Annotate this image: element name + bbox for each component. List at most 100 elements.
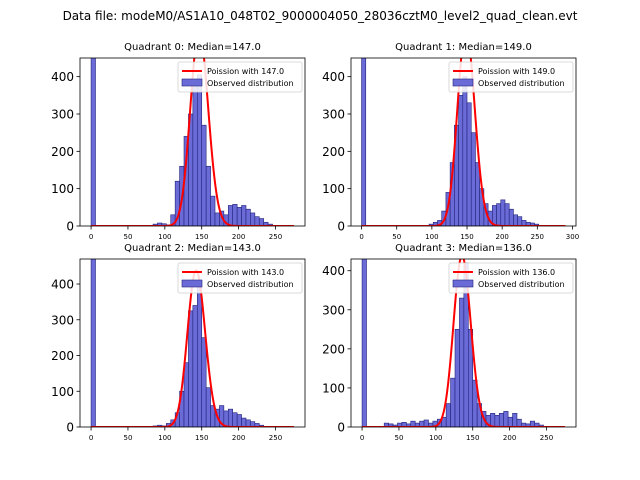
histogram-bar bbox=[454, 329, 460, 427]
y-tick-label: 100 bbox=[51, 182, 74, 196]
x-tick-label: 150 bbox=[466, 434, 479, 442]
histogram-bar bbox=[470, 132, 476, 226]
histogram-bar bbox=[90, 259, 96, 427]
y-tick-label: 0 bbox=[337, 220, 345, 234]
y-tick-label: 400 bbox=[322, 70, 345, 84]
histogram-bar bbox=[508, 208, 514, 226]
bars-group bbox=[361, 259, 544, 427]
histogram-bar bbox=[496, 203, 502, 226]
histogram-bar bbox=[227, 205, 234, 226]
panel-title: Quadrant 0: Median=147.0 bbox=[124, 42, 261, 53]
histogram-bar bbox=[192, 305, 198, 427]
legend-poisson-label: Poission with 149.0 bbox=[478, 67, 555, 76]
y-tick-label: 400 bbox=[322, 264, 345, 278]
y-tick-label: 100 bbox=[322, 381, 345, 395]
y-tick-label: 200 bbox=[51, 145, 74, 159]
legend-box bbox=[448, 61, 574, 93]
histogram-bar bbox=[250, 212, 256, 226]
legend-box bbox=[448, 262, 574, 294]
histogram-bar bbox=[192, 80, 198, 226]
histogram-bar bbox=[512, 413, 518, 427]
x-tick-label: 50 bbox=[123, 434, 132, 442]
histogram-bar bbox=[503, 411, 509, 427]
histogram-bar bbox=[490, 413, 496, 427]
histogram-bar bbox=[210, 195, 216, 226]
legend-bar-swatch bbox=[452, 279, 474, 288]
y-tick-label: 400 bbox=[51, 278, 74, 292]
axes-frame bbox=[79, 57, 306, 227]
x-tick-label: 0 bbox=[359, 233, 363, 241]
histogram-bar bbox=[423, 419, 429, 427]
quadrant-panel-0: Quadrant 0: Median=147.0 0 50 100 150 200 250 0… bbox=[51, 42, 306, 241]
legend-box bbox=[177, 262, 303, 294]
y-tick-label: 200 bbox=[322, 342, 345, 356]
histogram-bar bbox=[513, 214, 518, 226]
figure-title: Data file: modeM0/AS1A10_048T02_90000040… bbox=[63, 9, 578, 23]
x-tick-label: 200 bbox=[503, 434, 516, 442]
panel-title: Quadrant 3: Median=136.0 bbox=[395, 243, 532, 254]
histogram-bar bbox=[500, 199, 506, 226]
histogram-bar bbox=[245, 419, 251, 427]
histogram-bar bbox=[196, 287, 203, 427]
axes-frame bbox=[350, 258, 577, 428]
histogram-bar bbox=[201, 124, 207, 226]
bars-group bbox=[90, 259, 264, 427]
histogram-bar bbox=[475, 162, 480, 226]
x-tick-label: 100 bbox=[429, 434, 442, 442]
y-tick-label: 300 bbox=[322, 108, 345, 122]
x-tick-label: 50 bbox=[392, 233, 401, 241]
y-tick-label: 300 bbox=[51, 313, 74, 327]
x-tick-label: 250 bbox=[540, 434, 553, 442]
y-tick-label: 300 bbox=[322, 303, 345, 317]
x-tick-label: 50 bbox=[123, 233, 132, 241]
x-tick-label: 150 bbox=[195, 434, 208, 442]
histogram-bar bbox=[258, 218, 264, 226]
legend-poisson-label: Poission with 143.0 bbox=[207, 268, 284, 277]
x-tick-label: 0 bbox=[89, 434, 93, 442]
x-tick-label: 250 bbox=[531, 233, 544, 241]
histogram-bar bbox=[241, 205, 247, 226]
histogram-bar bbox=[462, 76, 468, 226]
histogram-bar bbox=[361, 259, 367, 427]
histogram-bar bbox=[516, 418, 522, 427]
histogram-bar bbox=[459, 297, 465, 427]
y-tick-label: 0 bbox=[337, 421, 345, 435]
x-tick-label: 50 bbox=[394, 434, 403, 442]
legend-bar-swatch bbox=[181, 279, 203, 288]
histogram-bar bbox=[361, 58, 367, 226]
axes-frame bbox=[350, 57, 577, 227]
x-tick-label: 150 bbox=[195, 233, 208, 241]
histogram-bar bbox=[504, 203, 510, 226]
quadrant-panel-2: Quadrant 2: Median=143.0 0 50 100 150 200 250 0… bbox=[51, 243, 306, 442]
legend-bar-swatch bbox=[452, 78, 474, 87]
histogram-bar bbox=[241, 417, 247, 427]
x-tick-label: 0 bbox=[89, 233, 93, 241]
x-tick-label: 100 bbox=[158, 233, 171, 241]
histogram-bar bbox=[214, 212, 220, 226]
quadrant-panel-1: Quadrant 1: Median=149.0 0 50 100 150 200 250 3… bbox=[322, 42, 579, 241]
histogram-bar bbox=[254, 216, 260, 226]
panel-title: Quadrant 1: Median=149.0 bbox=[395, 42, 532, 53]
y-tick-label: 200 bbox=[322, 145, 345, 159]
histogram-bar bbox=[205, 387, 211, 427]
legend-observed-label: Observed distribution bbox=[478, 280, 565, 289]
y-tick-label: 300 bbox=[51, 108, 74, 122]
x-tick-label: 0 bbox=[360, 434, 364, 442]
x-tick-label: 250 bbox=[269, 434, 282, 442]
histogram-bar bbox=[196, 74, 203, 226]
legend-observed-label: Observed distribution bbox=[207, 280, 294, 289]
histogram-bar bbox=[450, 377, 456, 427]
quadrant-panel-3: Quadrant 3: Median=136.0 0 50 100 150 200 250 0… bbox=[322, 243, 577, 442]
y-tick-label: 400 bbox=[51, 70, 74, 84]
x-tick-label: 100 bbox=[425, 233, 438, 241]
histogram-bar bbox=[232, 204, 238, 226]
histogram-bar bbox=[507, 416, 513, 427]
x-tick-label: 200 bbox=[232, 233, 245, 241]
histogram-bar bbox=[498, 413, 505, 427]
histogram-bar bbox=[188, 310, 194, 427]
histogram-bar bbox=[458, 95, 464, 226]
legend-observed-label: Observed distribution bbox=[478, 79, 565, 88]
legend-poisson-label: Poission with 147.0 bbox=[207, 67, 284, 76]
histogram-bar bbox=[494, 414, 500, 427]
